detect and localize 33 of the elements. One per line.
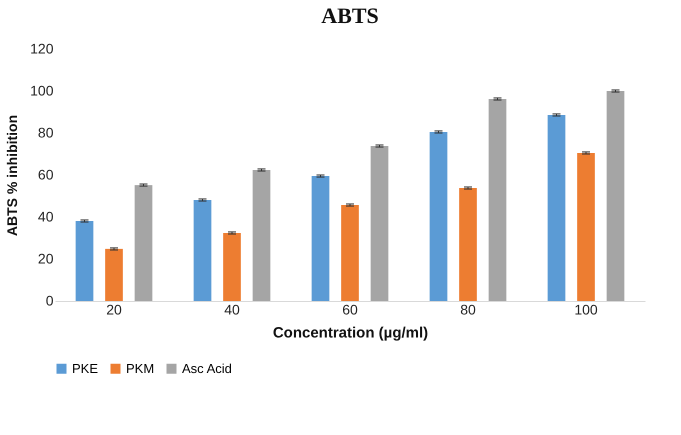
bar: [577, 152, 595, 301]
y-tick-label: 0: [46, 292, 54, 308]
bar: [134, 185, 152, 301]
x-axis-title: Concentration (µg/ml): [272, 324, 428, 342]
legend-label: PKE: [72, 360, 98, 376]
x-tick-label: 60: [342, 302, 358, 318]
bar: [488, 98, 506, 301]
y-tick-label: 80: [38, 124, 54, 140]
bar: [105, 248, 123, 301]
legend-label: Asc Acid: [182, 360, 232, 376]
bar: [312, 176, 330, 301]
legend-label: PKM: [126, 360, 154, 376]
y-tick-label: 100: [30, 82, 54, 98]
x-tick-label: 80: [460, 302, 476, 318]
bar: [223, 232, 241, 301]
bar: [194, 200, 212, 301]
chart-title: ABTS: [321, 3, 379, 28]
y-tick-label: 60: [38, 166, 54, 182]
bar: [370, 146, 388, 301]
x-tick-label: 40: [224, 302, 240, 318]
bar: [430, 132, 448, 301]
bar: [252, 170, 270, 301]
bar: [459, 188, 477, 301]
y-tick-label: 20: [38, 250, 54, 266]
y-tick-label: 40: [38, 208, 54, 224]
y-axis-title: ABTS % inhibition: [4, 114, 20, 236]
bar: [76, 220, 94, 301]
bar: [548, 114, 566, 301]
x-tick-label: 20: [106, 302, 122, 318]
y-tick-label: 120: [30, 40, 54, 56]
bar: [341, 205, 359, 301]
x-tick-label: 100: [574, 302, 598, 318]
bar: [606, 91, 624, 301]
